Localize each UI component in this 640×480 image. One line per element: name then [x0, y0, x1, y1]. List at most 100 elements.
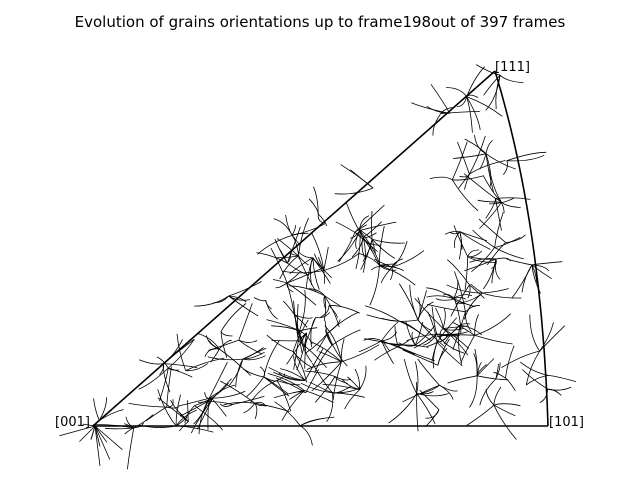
trajectory-line — [334, 376, 348, 384]
trajectory-line — [499, 74, 524, 83]
trajectory-line — [482, 175, 502, 203]
trajectory-line — [275, 282, 288, 289]
trajectory-line — [185, 363, 208, 372]
trajectory-line — [501, 350, 540, 368]
trajectory-line — [362, 221, 382, 238]
trajectory-line — [471, 247, 495, 273]
trajectory-line — [337, 230, 361, 262]
trajectory-line — [476, 358, 495, 377]
trajectory-line — [453, 231, 461, 249]
trajectory-line — [436, 334, 475, 337]
trajectory-line — [391, 258, 404, 268]
trajectory-line — [359, 221, 397, 231]
trajectory-line — [235, 358, 244, 388]
trajectory-line — [242, 368, 264, 378]
trajectory-line — [452, 175, 483, 181]
trajectory-line — [318, 351, 342, 363]
trajectory-line — [369, 244, 380, 266]
trajectory-line — [495, 257, 511, 262]
chart-title: Evolution of grains orientations up to f… — [75, 13, 566, 31]
trajectory-line — [311, 362, 333, 393]
trajectory-line — [391, 240, 408, 268]
trajectory-line — [414, 298, 444, 329]
trajectory-line — [324, 295, 341, 307]
trajectory-line — [299, 330, 313, 345]
trajectory-line — [323, 270, 325, 284]
trajectory-line — [469, 160, 506, 175]
trajectory-line — [279, 255, 299, 280]
trajectory-line — [299, 332, 307, 341]
trajectory-line — [304, 390, 334, 403]
trajectory-line — [449, 231, 461, 235]
trajectory-line — [381, 340, 416, 355]
trajectory-line — [548, 375, 577, 383]
trajectory-line — [293, 340, 299, 370]
trajectory-line — [531, 264, 550, 272]
corner-label-111: [111] — [495, 60, 530, 75]
trajectory-line — [464, 138, 487, 154]
trajectory-line — [312, 257, 320, 290]
trajectory-line — [338, 232, 356, 263]
trajectory-line — [286, 271, 300, 284]
trajectory-line — [341, 344, 380, 363]
trajectory-line — [493, 403, 521, 407]
trajectory-line — [204, 392, 213, 400]
trajectory-line — [209, 390, 246, 399]
trajectory-line — [204, 348, 220, 357]
trajectory-line — [440, 111, 480, 114]
trajectory-line — [459, 231, 491, 250]
trajectory-line — [291, 235, 300, 260]
trajectory-line — [238, 339, 263, 355]
trajectory-line — [494, 236, 521, 248]
trajectory-line — [190, 398, 213, 434]
trajectory-line — [306, 361, 342, 370]
edge-001-111 — [92, 70, 496, 427]
trajectory-line — [472, 229, 495, 248]
trajectory-line — [193, 398, 210, 425]
trajectory-line — [539, 322, 554, 352]
trajectory-line — [310, 317, 317, 347]
trajectory-line — [506, 154, 545, 162]
trajectory-line — [157, 389, 177, 427]
trajectory-line — [505, 345, 515, 379]
trajectory-line — [138, 367, 169, 390]
trajectory-line — [178, 397, 210, 407]
trajectory-line — [238, 339, 258, 343]
trajectory-line — [282, 300, 296, 316]
trajectory-line — [381, 331, 398, 342]
trajectory-line — [298, 255, 309, 266]
trajectory-line — [285, 214, 293, 236]
trajectory-line — [325, 329, 333, 346]
trajectory-line — [232, 395, 265, 405]
trajectory-line — [286, 282, 317, 306]
trajectory-line — [483, 74, 501, 96]
trajectory-line — [300, 382, 333, 394]
trajectory-line — [294, 314, 308, 328]
trajectory-line — [363, 338, 382, 342]
trajectory-line — [286, 332, 307, 365]
trajectory-line — [451, 179, 479, 212]
trajectory-line — [187, 400, 189, 422]
trajectory-line — [531, 264, 537, 283]
trajectory-line — [218, 339, 232, 350]
trajectory-line — [355, 230, 361, 270]
trajectory-line — [276, 373, 286, 381]
trajectory-line — [458, 231, 462, 260]
trajectory-line — [539, 389, 549, 404]
trajectory-line — [194, 383, 229, 406]
trajectory-line — [511, 264, 533, 299]
trajectory-line — [292, 351, 313, 368]
trajectory-line — [371, 239, 396, 259]
trajectory-line — [194, 405, 224, 431]
trajectory-line — [453, 294, 473, 299]
trajectory-line — [332, 386, 352, 394]
trajectory-line — [91, 425, 96, 439]
trajectory-line — [92, 424, 134, 429]
trajectory-line — [304, 332, 307, 369]
trajectory-line — [547, 386, 572, 391]
trajectory-line — [371, 238, 405, 244]
grain-trajectories — [59, 64, 577, 470]
trajectory-line — [456, 96, 468, 107]
trajectory-line — [364, 305, 400, 322]
trajectory-line — [354, 224, 368, 233]
